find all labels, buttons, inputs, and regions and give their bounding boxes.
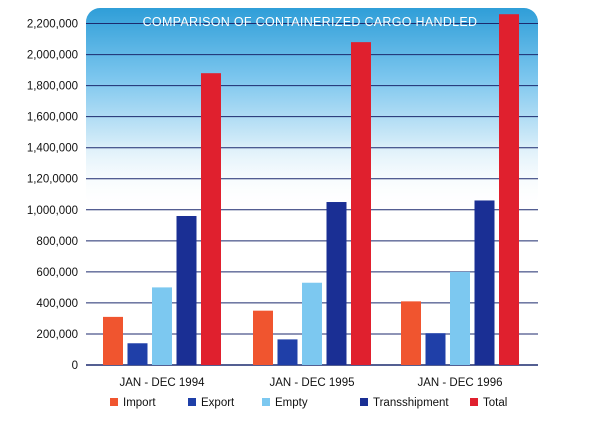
legend-swatch-total — [470, 398, 478, 406]
chart-title: COMPARISON OF CONTAINERIZED CARGO HANDLE… — [143, 15, 478, 29]
bar-empty-2 — [302, 282, 322, 365]
legend-swatch-import — [110, 398, 118, 406]
bar-export-2 — [277, 339, 298, 365]
y-tick-label: 2,000,000 — [27, 50, 78, 62]
y-tick-label: 400,000 — [36, 298, 78, 310]
y-tick-label: 800,000 — [36, 236, 78, 248]
y-tick-label: 1,800,000 — [27, 81, 78, 93]
bar-total-2 — [351, 42, 371, 365]
x-tick-label: JAN - DEC 1994 — [119, 377, 205, 389]
y-tick-label: 600,000 — [36, 267, 78, 279]
bar-total-3 — [499, 14, 519, 365]
sky-fade — [86, 140, 538, 210]
y-tick-label: 0 — [72, 360, 78, 372]
y-tick-label: 2,200,000 — [27, 19, 78, 31]
bar-export-1 — [127, 343, 148, 365]
bar-total-1 — [201, 73, 221, 365]
legend-swatch-transshipment — [360, 398, 368, 406]
bar-import-1 — [103, 316, 123, 365]
bar-transshipment-2 — [326, 202, 347, 365]
y-tick-label: 1,600,000 — [27, 112, 78, 124]
bar-empty-1 — [152, 287, 172, 365]
bar-export-3 — [425, 333, 446, 365]
legend-label: Total — [483, 397, 507, 409]
legend-swatch-empty — [262, 398, 270, 406]
legend-swatch-export — [188, 398, 196, 406]
y-tick-label: 200,000 — [36, 329, 78, 341]
x-tick-label: JAN - DEC 1996 — [417, 377, 502, 389]
legend-label: Transshipment — [373, 397, 449, 409]
bar-transshipment-3 — [474, 200, 495, 365]
x-tick-label: JAN - DEC 1995 — [269, 377, 354, 389]
y-tick-label: 1,20,0000 — [27, 174, 78, 186]
legend-label: Import — [123, 397, 156, 409]
y-tick-label: 1,000,000 — [27, 205, 78, 217]
bar-empty-3 — [450, 271, 470, 365]
bar-import-2 — [253, 310, 273, 365]
bar-import-3 — [401, 301, 421, 365]
bar-transshipment-1 — [176, 215, 197, 365]
legend-label: Empty — [275, 397, 308, 409]
y-tick-label: 1,400,000 — [27, 143, 78, 155]
legend-label: Export — [201, 397, 235, 409]
